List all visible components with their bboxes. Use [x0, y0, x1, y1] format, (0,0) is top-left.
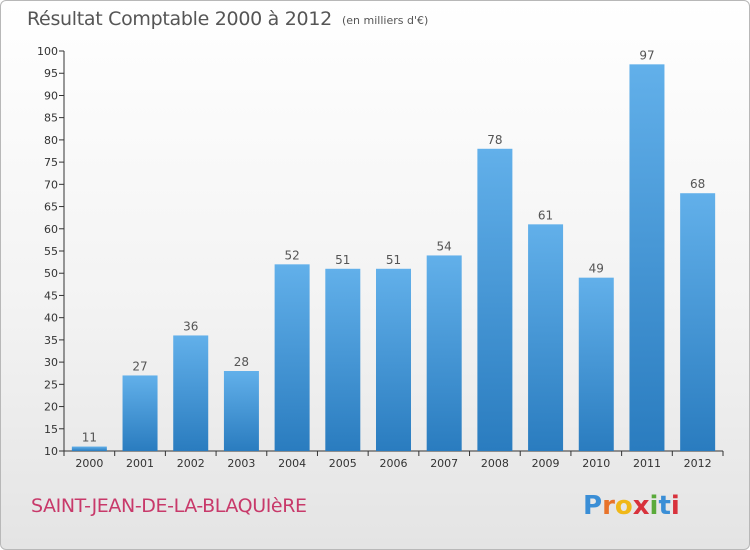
- y-tick-label: 55: [44, 245, 58, 258]
- x-axis: 2000 2001 2002 2003 2004 2005 2006 2007 2008 2009…: [59, 450, 724, 470]
- x-tick-label: 2012: [684, 457, 712, 470]
- y-tick-label: 15: [44, 423, 58, 436]
- bar: [426, 255, 462, 451]
- x-tick-label: 2000: [75, 457, 103, 470]
- bar: [325, 268, 361, 451]
- location-name: SAINT-JEAN-DE-LA-BLAQUIèRE: [31, 495, 307, 517]
- y-tick-label: 65: [44, 201, 58, 214]
- value-label: 54: [437, 239, 452, 253]
- logo-letter: i: [670, 491, 680, 521]
- x-tick-label: 2011: [633, 457, 661, 470]
- value-label: 27: [132, 359, 147, 373]
- value-label: 68: [690, 177, 705, 191]
- y-tick-label: 45: [44, 289, 58, 302]
- y-axis: 10 15 20 25 30 35 40 45 50 55 60 65 70 75 80 85 90 95 100: [37, 45, 65, 458]
- chart-title: Résultat Comptable 2000 à 2012: [27, 8, 332, 30]
- bar: [122, 375, 158, 451]
- bar: [629, 64, 665, 452]
- bar: [173, 335, 209, 451]
- x-tick-label: 2005: [329, 457, 357, 470]
- value-label: 51: [335, 253, 350, 267]
- x-tick-label: 2001: [126, 457, 154, 470]
- value-label: 52: [284, 248, 299, 262]
- value-label: 49: [589, 262, 604, 276]
- y-tick-label: 30: [44, 356, 58, 369]
- chart-subtitle: (en milliers d'€): [342, 14, 429, 27]
- y-tick-label: 35: [44, 334, 58, 347]
- y-tick-label: 50: [44, 267, 58, 280]
- y-tick-label: 95: [44, 67, 58, 80]
- y-tick-label: 90: [44, 89, 58, 102]
- y-tick-label: 25: [44, 378, 58, 391]
- value-label: 36: [183, 319, 198, 333]
- logo-letter: t: [658, 491, 671, 521]
- bars: [71, 64, 716, 452]
- y-tick-label: 80: [44, 134, 58, 147]
- y-tick-label: 85: [44, 112, 58, 125]
- value-label: 28: [234, 355, 249, 369]
- y-tick-label: 75: [44, 156, 58, 169]
- x-tick-label: 2004: [278, 457, 306, 470]
- value-label: 61: [538, 208, 553, 222]
- value-label: 51: [386, 253, 401, 267]
- logo-letter: o: [614, 491, 633, 521]
- x-tick-label: 2008: [481, 457, 509, 470]
- value-label: 97: [639, 48, 654, 62]
- bar: [528, 224, 564, 451]
- logo-letter: i: [649, 491, 659, 521]
- x-tick-label: 2009: [532, 457, 560, 470]
- value-labels: 11 27 36 28 52 51 51 54 78 61 49 97 68: [82, 48, 706, 444]
- bar: [578, 277, 614, 451]
- bar: [376, 268, 411, 451]
- y-tick-label: 60: [44, 223, 58, 236]
- x-tick-label: 2010: [582, 457, 610, 470]
- x-tick-label: 2006: [380, 457, 408, 470]
- logo-letter: x: [632, 491, 650, 521]
- y-tick-label: 10: [44, 445, 58, 458]
- x-tick-label: 2003: [227, 457, 255, 470]
- bar: [680, 193, 716, 451]
- y-tick-label: 40: [44, 312, 58, 325]
- x-tick-label: 2002: [177, 457, 205, 470]
- logo-letter: P: [583, 491, 603, 521]
- value-label: 78: [487, 133, 502, 147]
- proxiti-logo: Proxiti: [583, 491, 680, 521]
- y-tick-label: 100: [37, 45, 58, 58]
- logo-letter: r: [602, 491, 615, 521]
- bar: [223, 371, 259, 451]
- bar: [71, 446, 107, 451]
- y-tick-label: 20: [44, 401, 58, 414]
- bar: [274, 264, 310, 451]
- value-label: 11: [82, 431, 97, 445]
- y-tick-label: 70: [44, 178, 58, 191]
- bar: [477, 148, 513, 451]
- x-tick-label: 2007: [430, 457, 458, 470]
